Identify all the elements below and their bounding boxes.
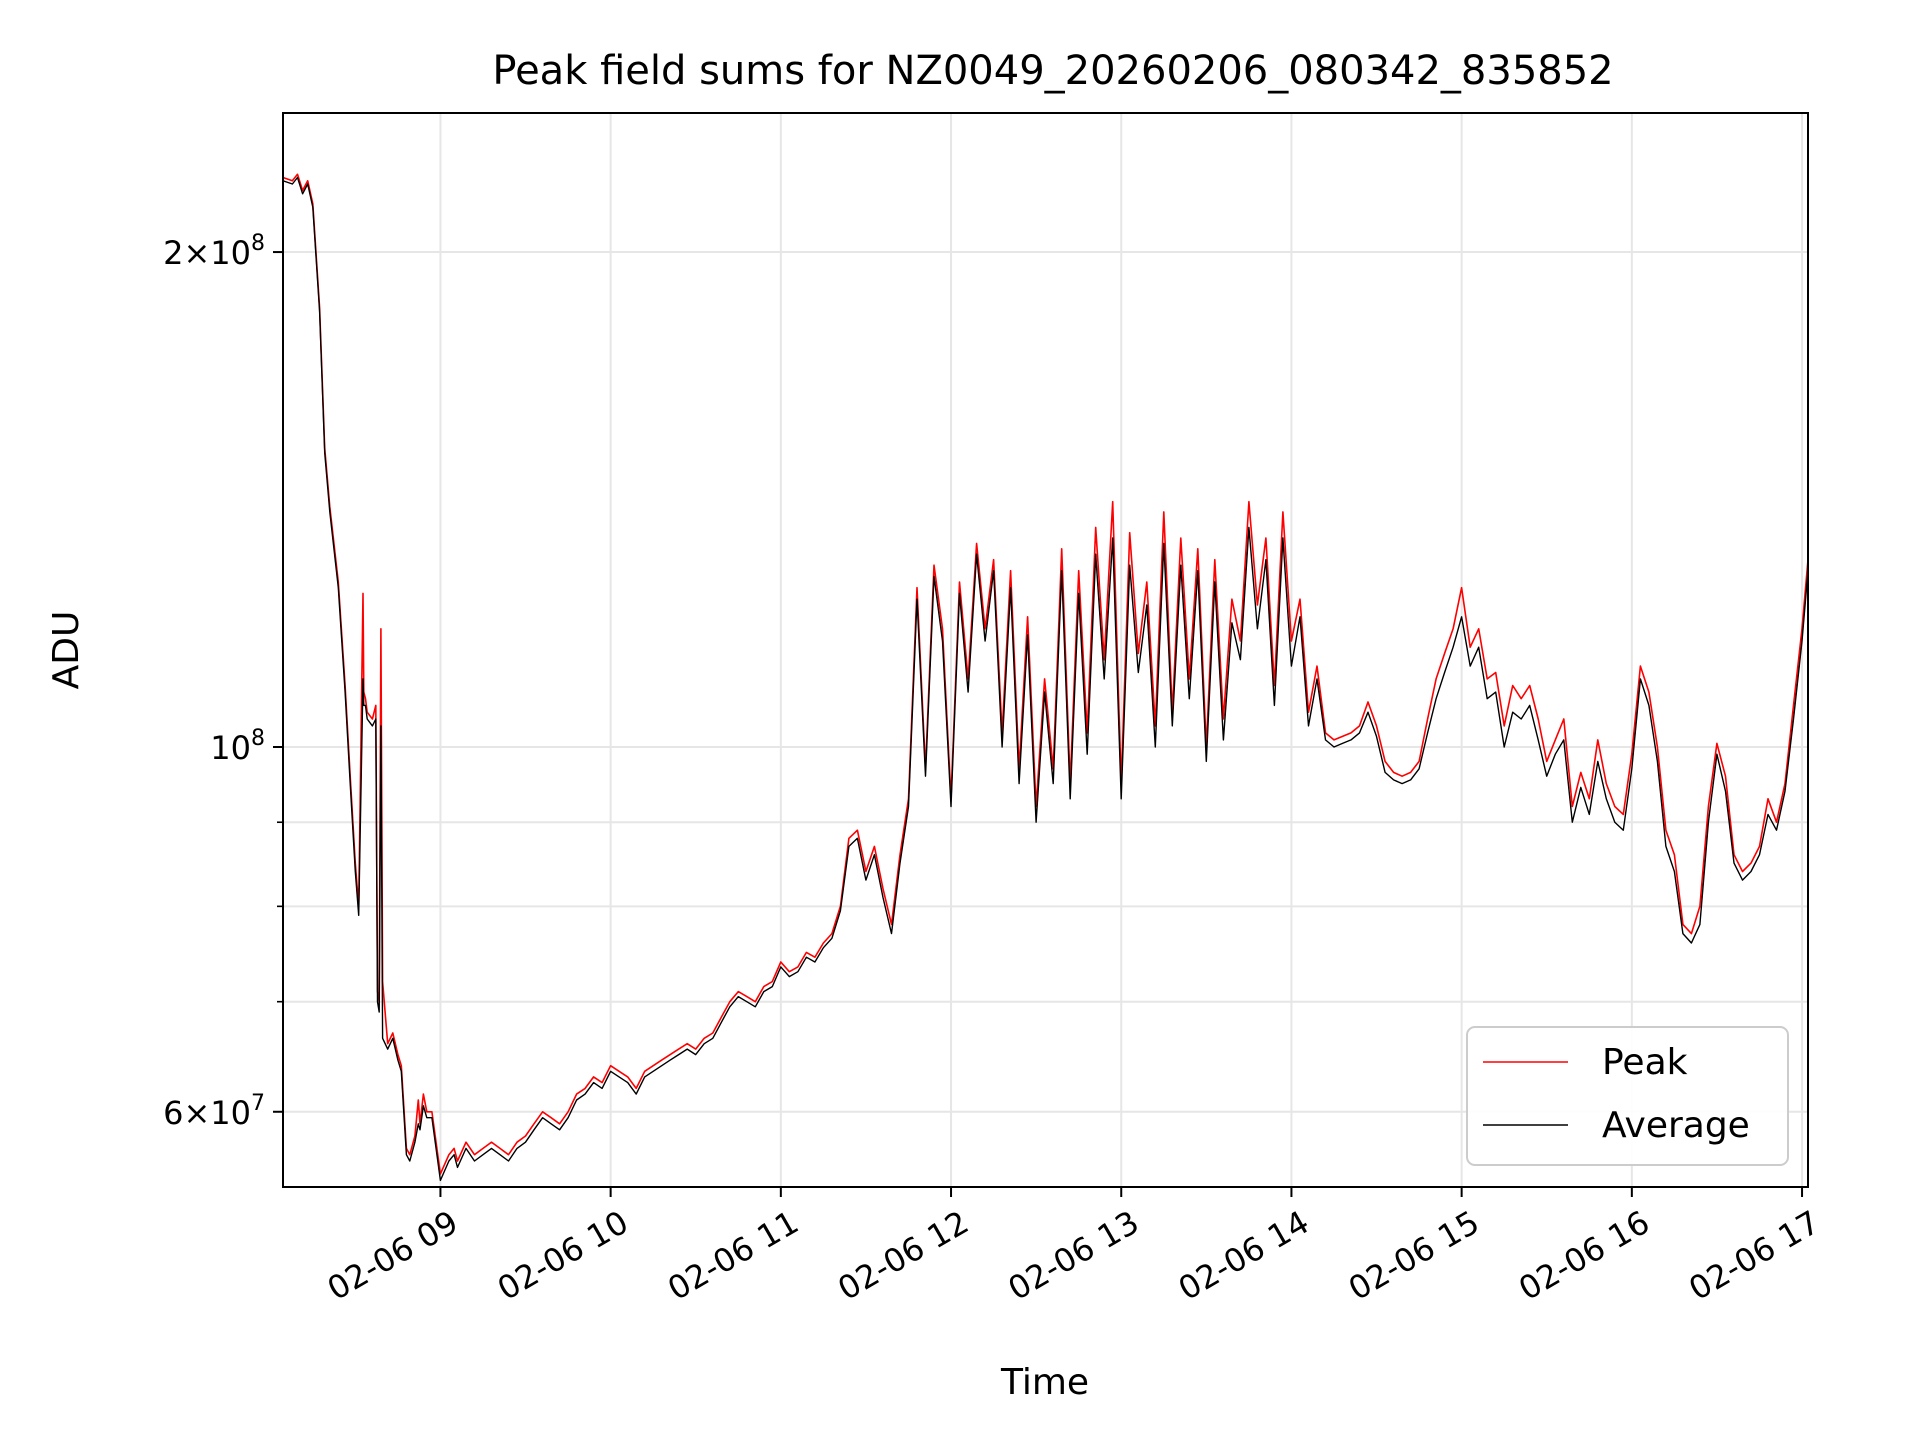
chart-title: Peak field sums for NZ0049_20260206_0803… bbox=[492, 48, 1613, 94]
y-tick-label: 2×108 bbox=[163, 231, 265, 272]
plot-frame bbox=[282, 112, 1809, 1188]
series-line-average bbox=[283, 176, 1808, 1182]
x-axis-label: Time bbox=[1000, 1362, 1089, 1403]
grid-lines bbox=[283, 113, 1808, 1187]
series-line-peak bbox=[283, 173, 1808, 1175]
legend-label-peak: Peak bbox=[1602, 1042, 1688, 1083]
legend: Peak Average bbox=[1466, 1026, 1789, 1166]
y-tick-label: 6×107 bbox=[163, 1091, 265, 1132]
series-lines bbox=[283, 173, 1808, 1182]
legend-label-average: Average bbox=[1602, 1105, 1750, 1146]
y-axis-label: ADU bbox=[46, 611, 87, 690]
